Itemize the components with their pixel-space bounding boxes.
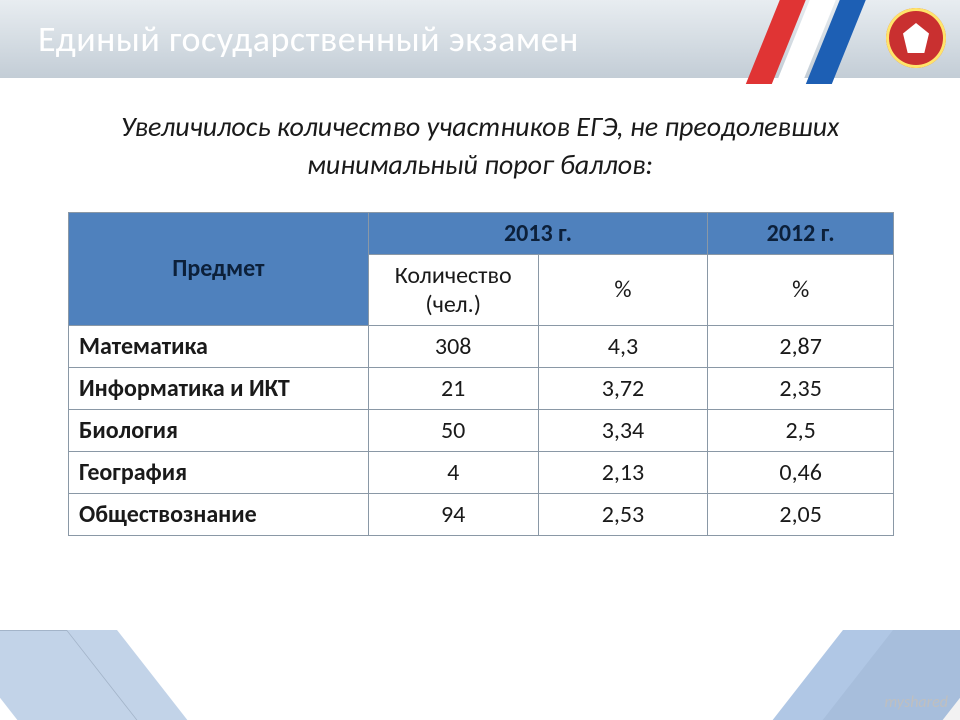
cell-pct2013: 2,13	[538, 451, 708, 493]
header-banner: Единый государственный экзамен	[0, 0, 960, 78]
cell-pct2012: 2,87	[708, 325, 894, 367]
table-row: Информатика и ИКТ 21 3,72 2,35	[69, 367, 894, 409]
cell-subject: Информатика и ИКТ	[69, 367, 369, 409]
cell-pct2012: 0,46	[708, 451, 894, 493]
cell-pct2013: 2,53	[538, 493, 708, 535]
cell-count: 21	[368, 367, 538, 409]
table-row: Математика 308 4,3 2,87	[69, 325, 894, 367]
footer-wedge-left	[0, 630, 153, 720]
page-title: Единый государственный экзамен	[38, 17, 579, 61]
cell-pct2013: 4,3	[538, 325, 708, 367]
cell-subject: География	[69, 451, 369, 493]
col-header-pct2012: %	[708, 254, 894, 325]
cell-pct2012: 2,05	[708, 493, 894, 535]
footer-wedge-left	[0, 630, 103, 720]
col-header-2012: 2012 г.	[708, 212, 894, 254]
col-header-count: Количество (чел.)	[368, 254, 538, 325]
col-header-subject: Предмет	[69, 212, 369, 325]
cell-subject: Обществознание	[69, 493, 369, 535]
cell-pct2013: 3,34	[538, 409, 708, 451]
footer-wedge-left	[0, 630, 203, 720]
cell-subject: Биология	[69, 409, 369, 451]
header-ribbon	[700, 0, 960, 78]
footer-decoration	[0, 642, 960, 720]
slide-subtitle: Увеличилось количество участников ЕГЭ, н…	[90, 108, 870, 184]
table-body: Математика 308 4,3 2,87 Информатика и ИК…	[69, 325, 894, 535]
cell-count: 50	[368, 409, 538, 451]
cell-count: 308	[368, 325, 538, 367]
table-row: География 4 2,13 0,46	[69, 451, 894, 493]
watermark-text: myshared	[884, 693, 948, 712]
cell-subject: Математика	[69, 325, 369, 367]
cell-pct2013: 3,72	[538, 367, 708, 409]
results-table: Предмет 2013 г. 2012 г. Количество (чел.…	[68, 212, 894, 536]
table-row: Биология 50 3,34 2,5	[69, 409, 894, 451]
coat-of-arms-icon	[886, 8, 946, 68]
cell-count: 4	[368, 451, 538, 493]
cell-pct2012: 2,35	[708, 367, 894, 409]
table-row: Обществознание 94 2,53 2,05	[69, 493, 894, 535]
cell-count: 94	[368, 493, 538, 535]
col-header-pct2013: %	[538, 254, 708, 325]
col-header-2013: 2013 г.	[368, 212, 708, 254]
cell-pct2012: 2,5	[708, 409, 894, 451]
